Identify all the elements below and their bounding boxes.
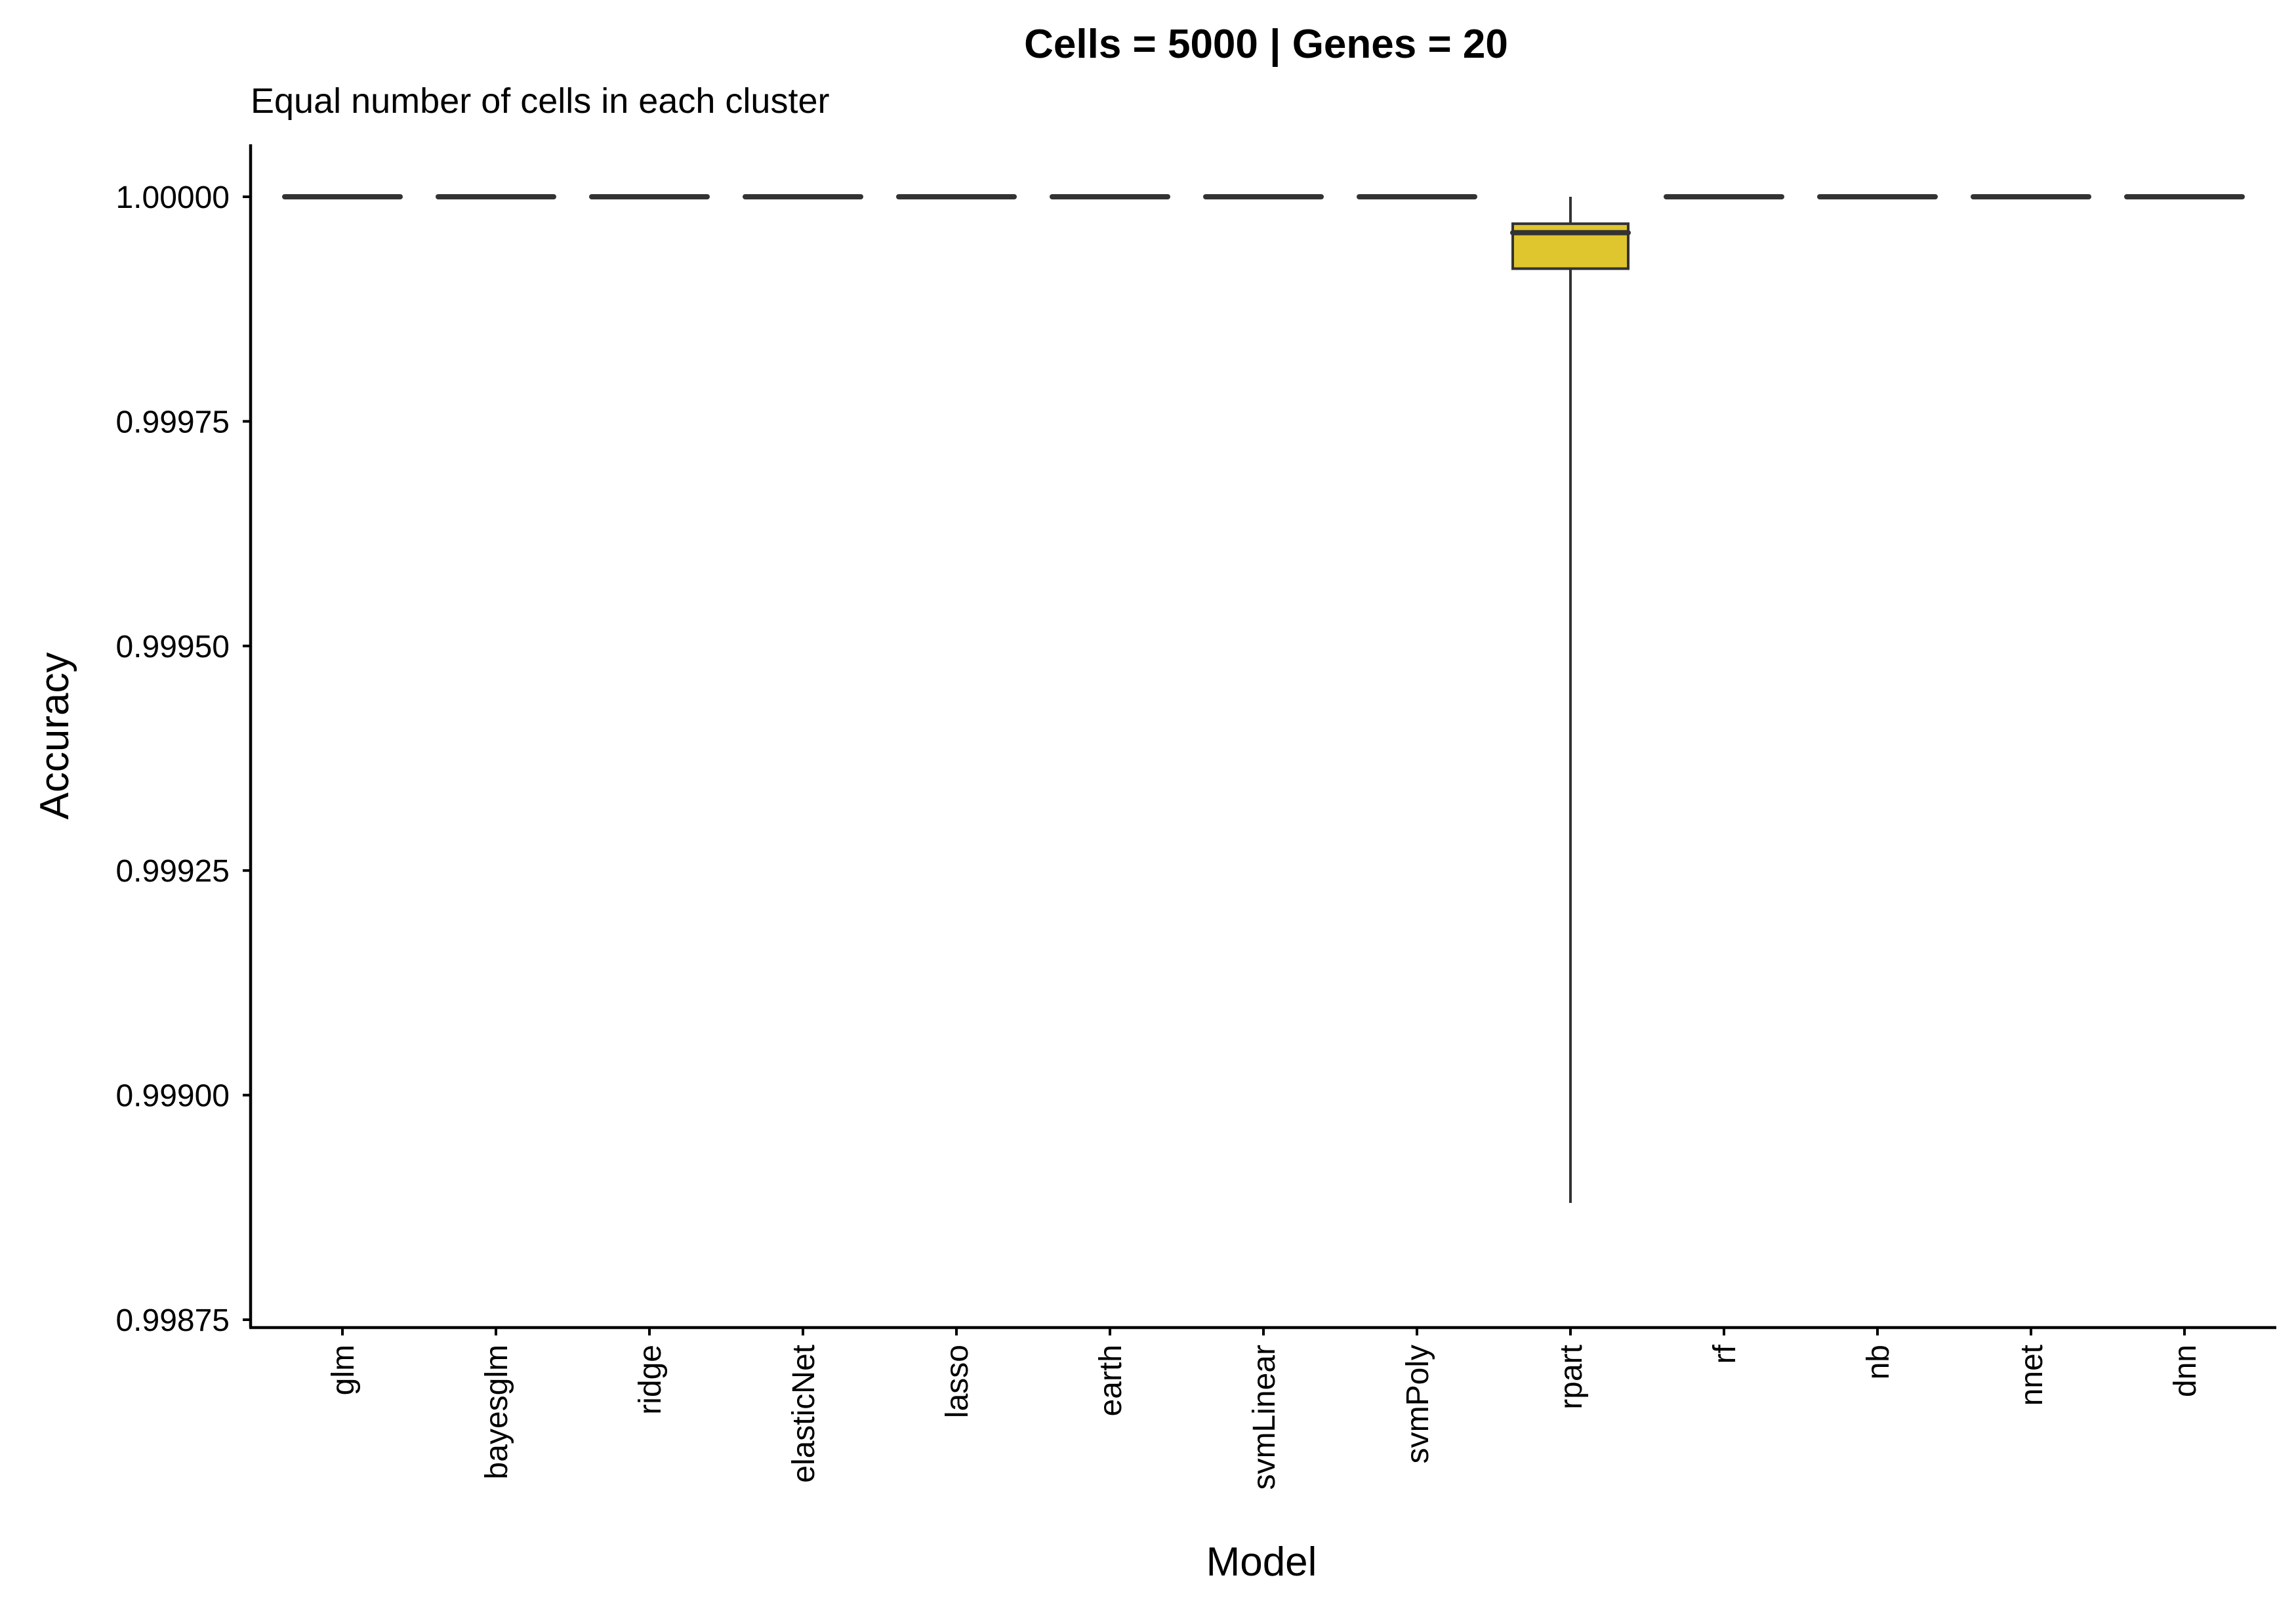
x-tick-label: bayesglm [480, 1345, 514, 1479]
x-tick-label: nnet [2015, 1345, 2049, 1406]
plot-area [282, 194, 2245, 1203]
x-axis-ticks: glm bayesglm ridge elasticNet lasso earth svmL… [326, 1328, 2203, 1490]
y-tick-label: 1.00000 [115, 180, 230, 215]
x-tick-label: dnn [2168, 1345, 2203, 1397]
y-axis-ticks: 1.00000 0.99975 0.99950 0.99925 0.99900 0.998… [115, 180, 251, 1338]
y-tick-label: 0.99900 [115, 1079, 230, 1114]
x-tick-label: svmLinear [1247, 1345, 1282, 1490]
y-tick-label: 0.99975 [115, 405, 230, 439]
chart-title: Cells = 5000 | Genes = 20 [1024, 22, 1508, 68]
box-rpart [1510, 197, 1631, 1203]
x-tick-label: rf [1708, 1344, 1742, 1364]
x-tick-label: nb [1861, 1345, 1896, 1379]
x-tick-label: earth [1094, 1345, 1128, 1416]
y-tick-label: 0.99950 [115, 630, 230, 664]
x-tick-label: rpart [1554, 1345, 1589, 1410]
x-tick-label: lasso [940, 1345, 975, 1418]
y-tick-label: 0.99875 [115, 1303, 230, 1338]
x-tick-label: ridge [633, 1345, 668, 1415]
chart-subtitle: Equal number of cells in each cluster [251, 81, 829, 121]
x-tick-label: svmPoly [1401, 1345, 1435, 1463]
x-tick-label: elasticNet [787, 1345, 821, 1483]
y-tick-label: 0.99925 [115, 854, 230, 889]
x-tick-label: glm [326, 1345, 361, 1395]
y-axis-title: Accuracy [32, 653, 77, 820]
x-axis-title: Model [1206, 1539, 1317, 1585]
